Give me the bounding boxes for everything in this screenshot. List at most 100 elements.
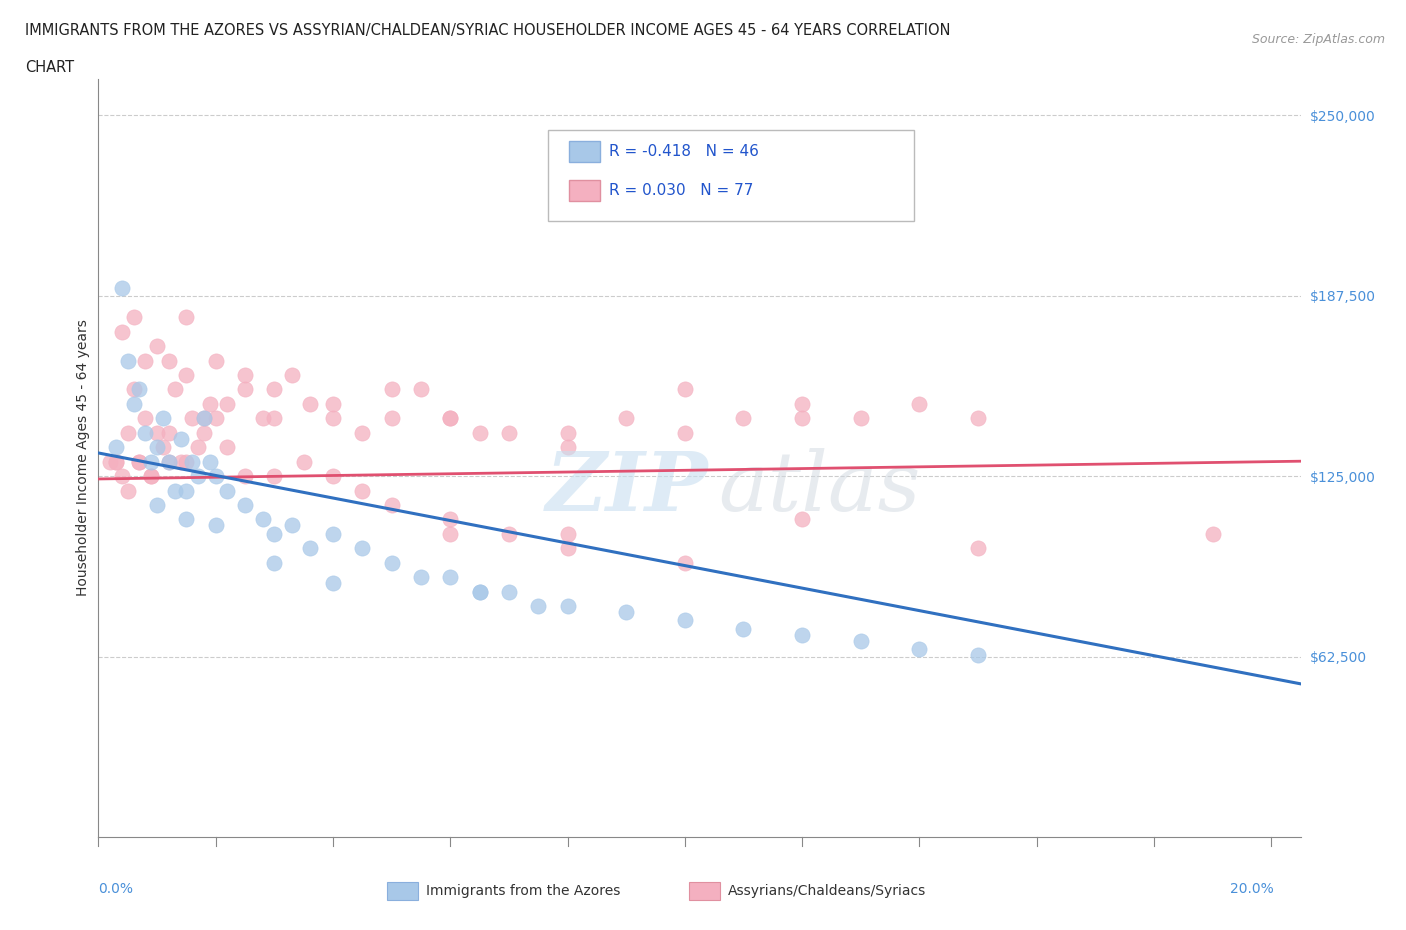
Point (673, 613, 696, 628)
Point (263, 469, 285, 484)
Point (217, 483, 239, 498)
Point (152, 411, 174, 426)
Point (527, 599, 550, 614)
Point (322, 396, 344, 411)
Point (128, 382, 150, 397)
Point (176, 367, 198, 382)
Point (204, 353, 226, 368)
Point (439, 526, 461, 541)
Point (352, 541, 374, 556)
Text: Source: ZipAtlas.com: Source: ZipAtlas.com (1251, 33, 1385, 46)
Point (198, 396, 221, 411)
Point (439, 512, 461, 526)
Point (233, 469, 256, 484)
Point (352, 483, 374, 498)
Text: R = 0.030   N = 77: R = 0.030 N = 77 (609, 183, 754, 198)
Point (381, 498, 404, 512)
Point (790, 512, 813, 526)
Point (128, 454, 150, 469)
Point (169, 454, 191, 469)
Point (117, 483, 139, 498)
Point (498, 526, 520, 541)
Point (134, 411, 156, 426)
Point (217, 396, 239, 411)
Point (322, 411, 344, 426)
Point (298, 396, 321, 411)
Point (790, 396, 813, 411)
Text: CHART: CHART (25, 60, 75, 75)
Point (117, 353, 139, 368)
Point (790, 411, 813, 426)
Text: R = -0.418   N = 46: R = -0.418 N = 46 (609, 144, 759, 159)
Point (176, 310, 198, 325)
Point (381, 555, 404, 570)
Point (381, 411, 404, 426)
Point (292, 454, 315, 469)
Point (849, 633, 872, 648)
Point (498, 425, 520, 440)
Text: Immigrants from the Azores: Immigrants from the Azores (426, 884, 620, 898)
Point (281, 518, 304, 533)
Text: Assyrians/Chaldeans/Syriacs: Assyrians/Chaldeans/Syriacs (728, 884, 927, 898)
Point (105, 454, 128, 469)
Point (193, 411, 215, 426)
Point (105, 454, 128, 469)
Point (673, 555, 696, 570)
Point (967, 647, 990, 662)
Point (193, 425, 215, 440)
Point (614, 411, 637, 426)
Point (263, 555, 285, 570)
Point (111, 325, 134, 339)
Point (439, 411, 461, 426)
Text: 0.0%: 0.0% (98, 883, 134, 897)
Point (557, 541, 579, 556)
Point (908, 642, 931, 657)
Point (468, 584, 491, 599)
Point (163, 382, 186, 397)
Point (498, 584, 520, 599)
Point (673, 382, 696, 397)
Point (122, 396, 145, 411)
Point (204, 469, 226, 484)
Point (128, 454, 150, 469)
Point (322, 576, 344, 591)
Point (176, 483, 198, 498)
Point (204, 518, 226, 533)
Point (134, 425, 156, 440)
Point (157, 425, 180, 440)
Point (557, 425, 579, 440)
Point (790, 628, 813, 643)
Point (141, 469, 163, 484)
Point (298, 541, 321, 556)
Point (146, 425, 169, 440)
Point (111, 281, 134, 296)
Point (967, 541, 990, 556)
Text: 20.0%: 20.0% (1230, 883, 1274, 897)
Point (733, 411, 755, 426)
Point (233, 498, 256, 512)
Point (557, 440, 579, 455)
Text: IMMIGRANTS FROM THE AZORES VS ASSYRIAN/CHALDEAN/SYRIAC HOUSEHOLDER INCOME AGES 4: IMMIGRANTS FROM THE AZORES VS ASSYRIAN/C… (25, 23, 950, 38)
Point (141, 469, 163, 484)
Point (146, 339, 169, 353)
Point (409, 382, 432, 397)
Point (352, 425, 374, 440)
Point (263, 382, 285, 397)
Point (252, 512, 274, 526)
Point (849, 411, 872, 426)
Point (181, 411, 204, 426)
Point (322, 469, 344, 484)
Point (263, 526, 285, 541)
Point (122, 310, 145, 325)
Point (468, 584, 491, 599)
Point (117, 425, 139, 440)
Point (733, 621, 755, 636)
Point (98, 454, 121, 469)
Text: ZIP: ZIP (546, 448, 709, 528)
Point (141, 454, 163, 469)
Point (176, 454, 198, 469)
Point (187, 440, 209, 455)
Point (557, 599, 579, 614)
Point (146, 440, 169, 455)
Text: atlas: atlas (718, 448, 921, 528)
